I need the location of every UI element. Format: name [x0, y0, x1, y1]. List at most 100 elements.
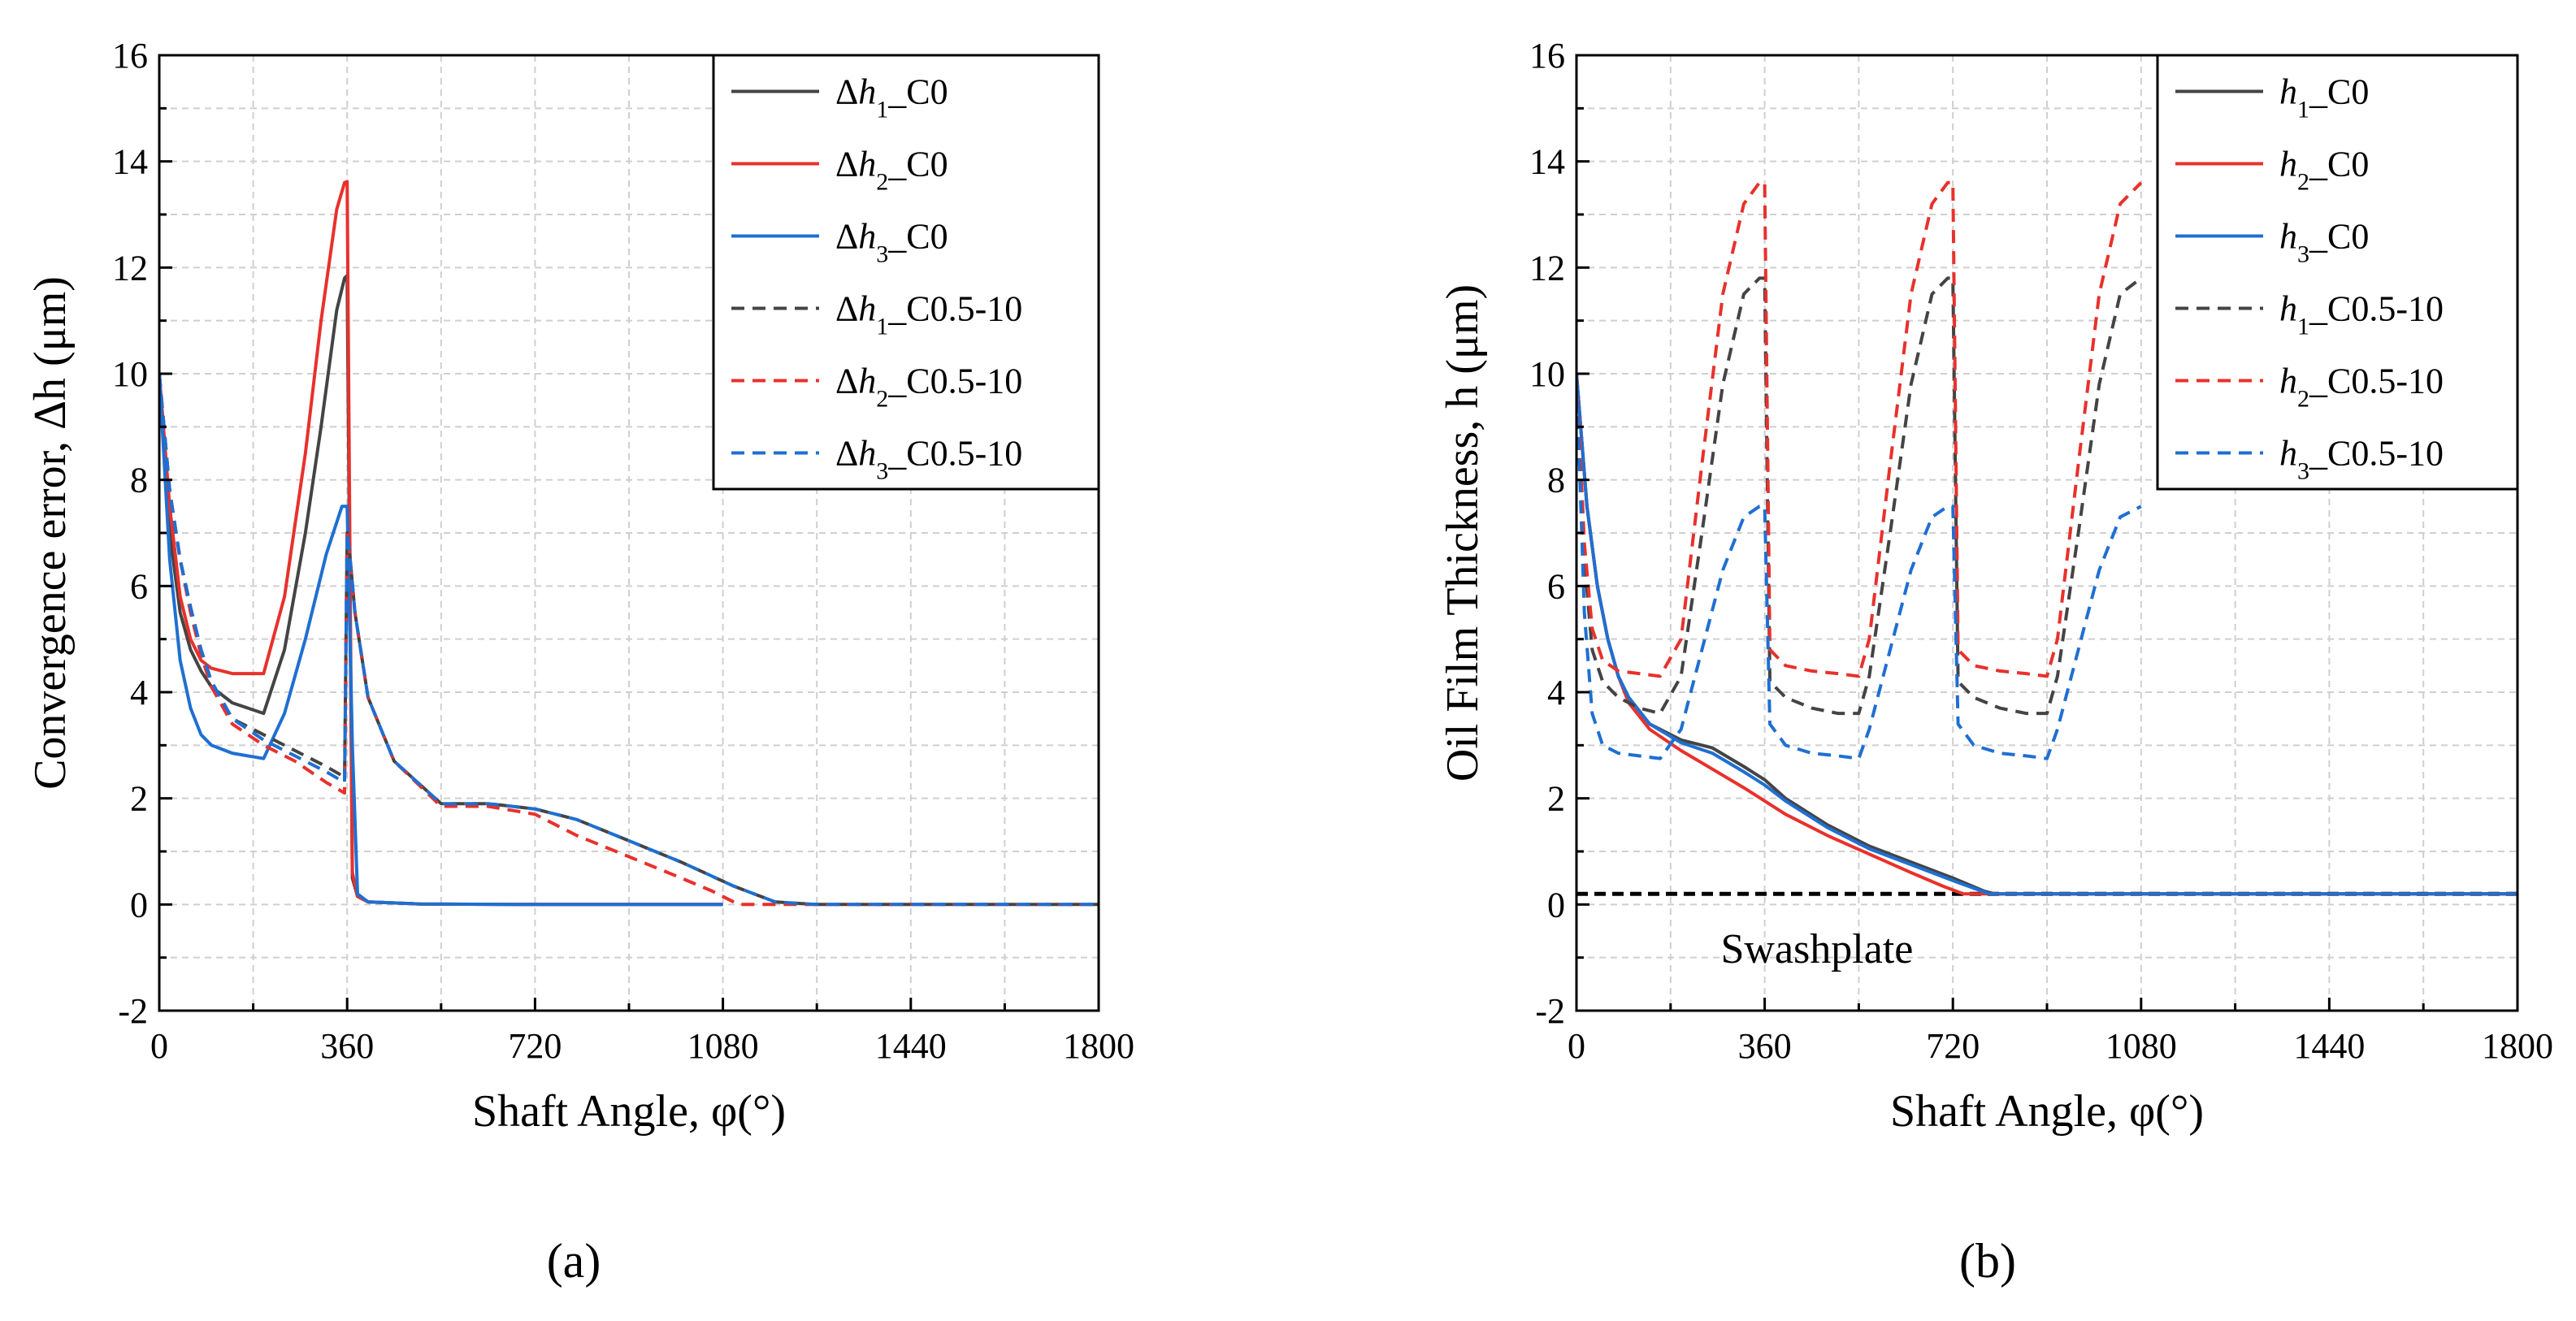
chart-panel-b: 0 360 720 1080 1440 1800-20246810121416Shaft … [1438, 36, 2553, 1288]
series-line-Δh3_C0.5-10 [159, 373, 1099, 907]
series-group [1576, 180, 2517, 896]
legend-prefix: Δ [835, 145, 858, 184]
legend-subscript: 1 [2297, 96, 2309, 123]
legend-label: h1_C0 [2279, 72, 2369, 123]
legend-subscript: 2 [2297, 168, 2309, 195]
y-tick-label: 4 [1547, 673, 1565, 712]
legend-prefix: Δ [835, 289, 858, 329]
legend-prefix: Δ [835, 434, 858, 474]
series-line-Δh3_C0 [159, 373, 723, 907]
series-group [159, 180, 1099, 907]
legend-subscript: 3 [876, 457, 888, 484]
legend-suffix: _C0 [887, 72, 948, 112]
x-tick-label: 720 [1926, 1026, 1980, 1066]
legend-suffix: _C0 [2309, 145, 2369, 184]
legend-suffix: _C0.5-10 [887, 289, 1022, 329]
legend-subscript: 3 [2297, 240, 2309, 267]
legend-label: h3_C0 [2279, 217, 2369, 268]
legend-label: h2_C0 [2279, 145, 2369, 196]
x-tick-label: 1080 [687, 1026, 759, 1066]
x-tick-label: 1080 [2105, 1026, 2177, 1066]
legend-italic: h [2279, 434, 2297, 474]
y-axis-title: Oil Film Thickness, h (μm) [1438, 284, 1488, 782]
x-axis-title: Shaft Angle, φ(°) [472, 1086, 786, 1137]
y-tick-label: 0 [1547, 885, 1565, 925]
x-tick-label: 360 [320, 1026, 374, 1066]
y-tick-label: 6 [1547, 566, 1565, 606]
legend-subscript: 1 [876, 313, 888, 340]
y-tick-label: 14 [1529, 142, 1565, 182]
legend-label: Δh1_C0.5-10 [835, 289, 1022, 340]
legend-suffix: _C0 [887, 217, 948, 257]
x-tick-label: 1440 [2293, 1026, 2365, 1066]
legend-italic: h [858, 217, 876, 257]
x-tick-label: 0 [1568, 1026, 1585, 1066]
y-tick-label: 12 [112, 248, 148, 288]
x-tick-label: 1440 [875, 1026, 947, 1066]
legend-italic: h [858, 289, 876, 329]
series-line-h2_C0.5-10 [1576, 180, 2143, 678]
panel-label: (a) [547, 1234, 601, 1288]
legend-label: Δh2_C0.5-10 [835, 362, 1022, 413]
legend-suffix: _C0.5-10 [2309, 434, 2444, 474]
series-line-h3_C0.5-10 [1576, 373, 2142, 760]
legend-italic: h [2279, 217, 2297, 257]
legend-prefix: Δ [835, 217, 858, 257]
y-tick-label: 16 [1529, 36, 1565, 76]
legend-suffix: _C0 [2309, 217, 2369, 257]
legend: h1_C0h2_C0h3_C0h1_C0.5-10h2_C0.5-10h3_C0… [2156, 54, 2519, 491]
y-tick-label: 14 [112, 142, 148, 182]
legend-prefix: Δ [835, 72, 858, 112]
legend-label: h1_C0.5-10 [2279, 289, 2444, 340]
legend-italic: h [858, 434, 876, 474]
chart-panel-a: 0 360 720 1080 1440 1800-20246810121416Shaft … [25, 36, 1134, 1288]
x-tick-label: 1800 [1063, 1026, 1134, 1066]
legend-label: h3_C0.5-10 [2279, 434, 2444, 485]
panel-label: (b) [1959, 1234, 2016, 1288]
legend-italic: h [2279, 145, 2297, 184]
y-axis-title: Convergence error, Δh (μm) [25, 276, 76, 790]
legend: Δh1_C0Δh2_C0Δh3_C0Δh1_C0.5-10Δh2_C0.5-10… [712, 54, 1100, 491]
legend-italic: h [2279, 362, 2297, 401]
legend-suffix: _C0.5-10 [887, 362, 1022, 401]
legend-label: h2_C0.5-10 [2279, 362, 2444, 413]
swashplate-annotation: Swashplate [1721, 926, 1914, 972]
y-tick-label: 10 [1529, 354, 1565, 394]
x-tick-label: 360 [1738, 1026, 1792, 1066]
legend-label: Δh3_C0.5-10 [835, 434, 1022, 485]
legend-subscript: 2 [2297, 385, 2309, 412]
legend-subscript: 1 [876, 96, 888, 123]
y-tick-label: 10 [112, 354, 148, 394]
legend-subscript: 3 [876, 240, 888, 267]
x-tick-label: 720 [508, 1026, 562, 1066]
y-tick-label: -2 [1535, 991, 1565, 1031]
y-tick-label: -2 [118, 991, 148, 1031]
legend-box [2156, 54, 2519, 491]
legend-label: Δh2_C0 [835, 145, 948, 196]
legend-italic: h [2279, 72, 2297, 112]
y-tick-label: 4 [130, 673, 148, 712]
series-line-h1_C0.5-10 [1576, 276, 2143, 716]
legend-italic: h [858, 145, 876, 184]
legend-italic: h [858, 72, 876, 112]
y-tick-label: 0 [130, 885, 148, 925]
legend-subscript: 3 [2297, 457, 2309, 484]
legend-prefix: Δ [835, 362, 858, 401]
legend-italic: h [2279, 289, 2297, 329]
y-tick-label: 12 [1529, 248, 1565, 288]
y-tick-label: 2 [130, 779, 148, 819]
y-tick-label: 2 [1547, 779, 1565, 819]
legend-label: Δh3_C0 [835, 217, 948, 268]
legend-suffix: _C0 [887, 145, 948, 184]
x-axis-title: Shaft Angle, φ(°) [1890, 1086, 2204, 1137]
legend-subscript: 2 [876, 168, 888, 195]
x-tick-label: 0 [150, 1026, 168, 1066]
y-tick-label: 8 [1547, 461, 1565, 500]
legend-subscript: 2 [876, 385, 888, 412]
legend-suffix: _C0.5-10 [887, 434, 1022, 474]
legend-suffix: _C0.5-10 [2309, 362, 2444, 401]
legend-suffix: _C0 [2309, 72, 2369, 112]
legend-box [712, 54, 1100, 491]
legend-italic: h [858, 362, 876, 401]
